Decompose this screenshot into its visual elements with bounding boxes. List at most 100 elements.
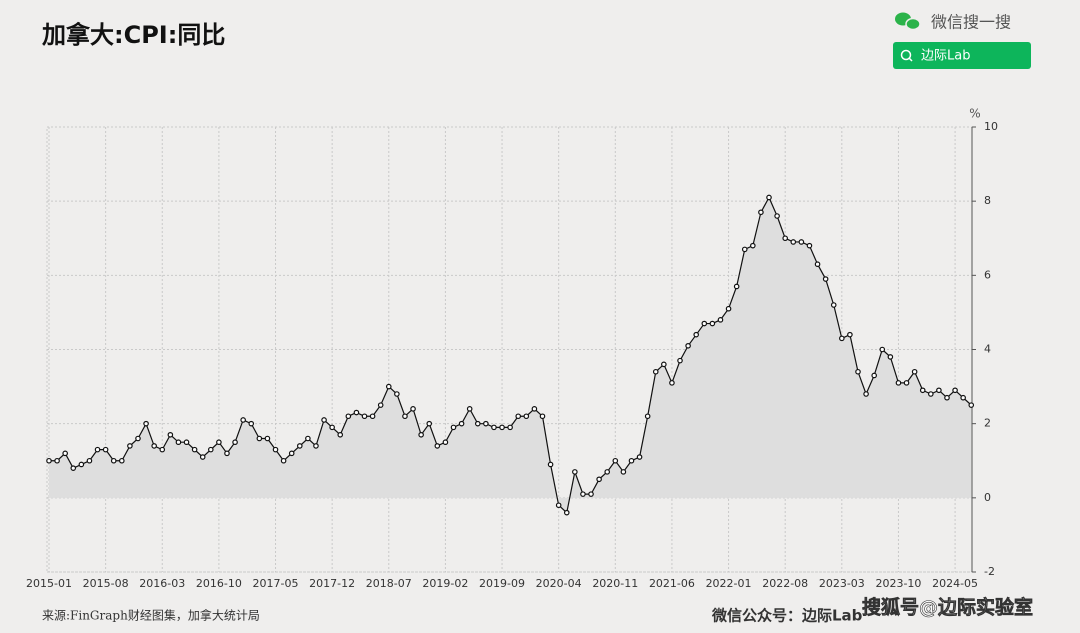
search-button[interactable]: [893, 42, 1031, 69]
y-tick-label: 4: [984, 343, 991, 356]
marker: [483, 420, 489, 427]
marker: [523, 413, 530, 420]
marker: [944, 394, 950, 401]
x-tick-label: 2023-03: [819, 577, 865, 590]
marker: [830, 302, 837, 308]
y-tick-label: 10: [984, 120, 998, 133]
x-tick-label: 2021-06: [649, 577, 695, 590]
marker: [563, 509, 570, 516]
x-tick-label: 2024-05: [932, 577, 978, 590]
marker: [612, 457, 619, 464]
marker: [661, 361, 667, 368]
marker: [191, 446, 198, 453]
marker: [224, 450, 230, 457]
x-tick-label: 2017-12: [309, 577, 355, 590]
marker: [385, 383, 392, 390]
marker: [499, 424, 505, 431]
marker: [839, 335, 845, 342]
x-tick-label: 2016-10: [196, 577, 242, 590]
marker: [70, 465, 77, 471]
marker: [377, 402, 384, 408]
marker: [725, 305, 732, 312]
marker: [442, 439, 449, 446]
marker: [758, 209, 764, 216]
marker: [588, 491, 594, 497]
marker: [636, 454, 643, 460]
marker: [167, 431, 174, 438]
marker: [919, 387, 926, 394]
marker: [814, 261, 821, 268]
marker: [693, 331, 700, 338]
marker: [596, 476, 602, 483]
x-tick-label: 2016-03: [139, 577, 185, 590]
marker: [515, 413, 522, 420]
marker: [94, 446, 101, 453]
marker: [337, 431, 344, 438]
marker: [968, 402, 975, 408]
marker: [750, 242, 756, 249]
marker: [806, 242, 813, 249]
marker: [135, 435, 141, 442]
y-unit: %: [969, 107, 980, 121]
marker: [766, 194, 772, 201]
marker: [822, 276, 829, 282]
marker: [86, 457, 93, 464]
marker: [62, 450, 68, 457]
y-tick-label: -2: [984, 565, 995, 578]
marker: [54, 457, 60, 464]
marker: [248, 420, 255, 427]
x-tick-label: 2023-10: [875, 577, 921, 590]
marker: [507, 424, 513, 431]
marker: [539, 413, 546, 420]
x-tick-label: 2020-11: [592, 577, 638, 590]
marker: [305, 435, 311, 442]
x-tick-label: 2018-07: [366, 577, 412, 590]
marker: [321, 417, 327, 423]
marker: [410, 406, 416, 412]
marker: [119, 457, 125, 464]
marker: [669, 380, 675, 386]
marker: [952, 387, 958, 394]
marker: [216, 439, 222, 446]
marker: [903, 380, 910, 386]
x-tick-label: 2017-05: [253, 577, 299, 590]
x-tick-label: 2015-08: [83, 577, 129, 590]
marker: [288, 450, 295, 457]
marker: [151, 443, 157, 449]
marker: [208, 446, 214, 453]
marker: [361, 413, 368, 420]
x-tick-label: 2019-09: [479, 577, 525, 590]
marker: [345, 413, 352, 420]
marker: [491, 424, 497, 431]
marker: [960, 394, 966, 401]
marker: [394, 391, 400, 397]
search-icon: [908, 57, 913, 62]
marker: [879, 346, 886, 353]
x-tick-label: 2020-04: [536, 577, 582, 590]
search-label: 微信搜一搜: [931, 13, 1011, 32]
marker: [620, 469, 627, 475]
marker: [887, 354, 894, 360]
marker: [572, 469, 578, 475]
search-icon: [900, 49, 912, 61]
y-tick-label: 2: [984, 417, 991, 430]
marker: [313, 443, 319, 449]
marker: [474, 420, 481, 427]
x-tick-label: 2022-01: [706, 577, 752, 590]
marker: [402, 413, 408, 420]
x-tick-label: 2015-01: [26, 577, 72, 590]
marker: [936, 387, 942, 394]
marker: [369, 413, 376, 420]
marker: [280, 457, 287, 464]
marker: [264, 435, 271, 442]
marker: [580, 491, 586, 497]
marker: [329, 424, 335, 431]
marker: [628, 457, 635, 464]
area: [49, 197, 972, 513]
marker: [644, 413, 651, 420]
marker: [531, 406, 538, 412]
x-tick-label: 2022-08: [762, 577, 808, 590]
y-tick-label: 0: [984, 491, 991, 504]
source: 来源:FinGraph财经图集，加拿大统计局: [42, 608, 260, 623]
